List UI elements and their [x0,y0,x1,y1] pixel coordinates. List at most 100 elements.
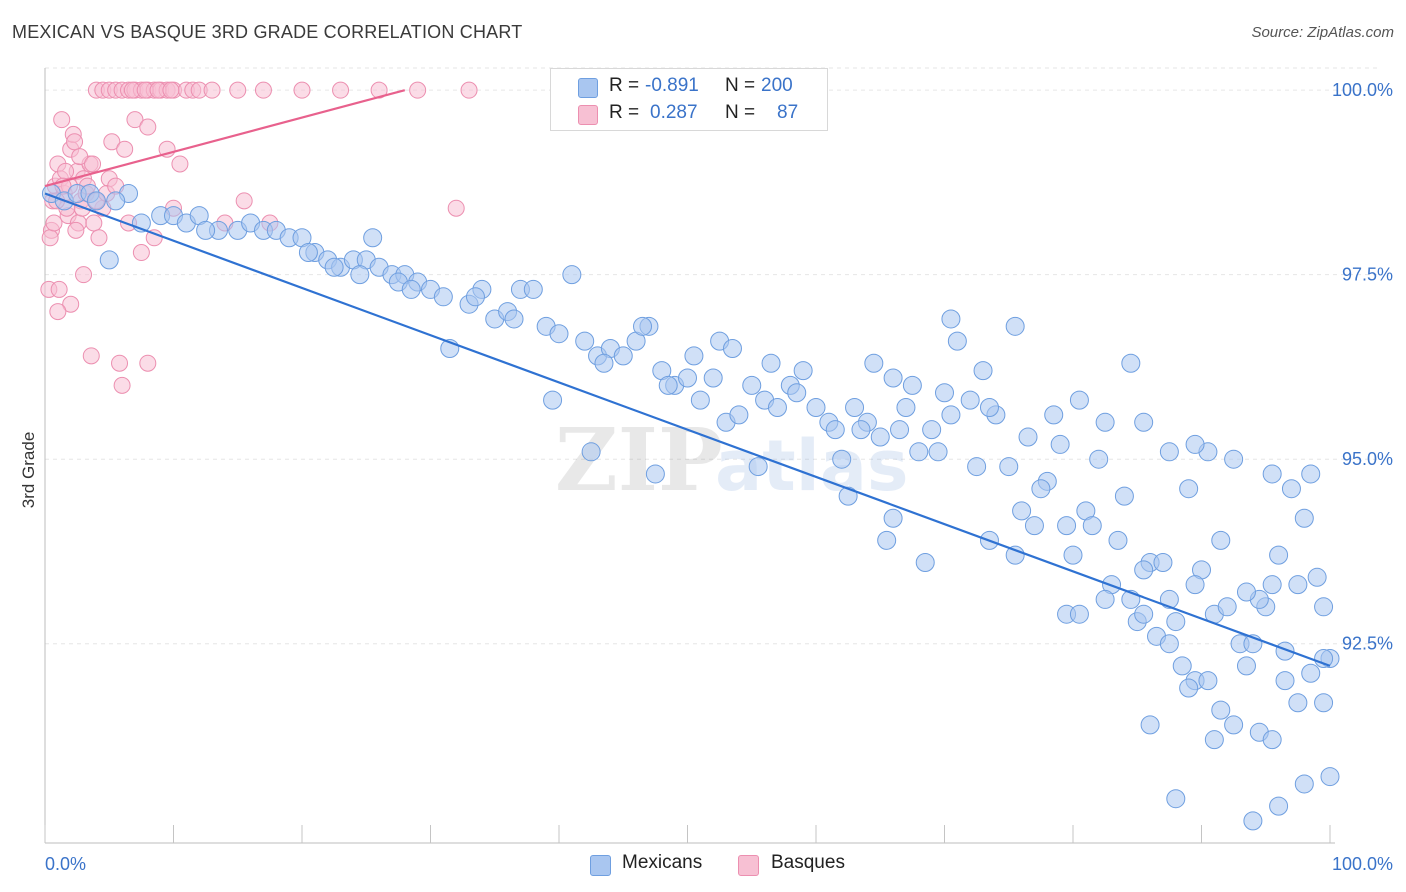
mexicans-point [549,324,569,344]
mexicans-point [298,243,318,263]
mexicans-point [1159,634,1179,654]
legend-r-label: R = [609,75,640,96]
mexicans-point [106,191,126,211]
y-tick-label: 97.5% [1342,265,1393,285]
mexicans-point [870,427,890,447]
mexicans-points [41,183,1340,831]
mexicans-point [645,464,665,484]
mexicans-point [722,338,742,358]
mexicans-point [1288,575,1308,595]
mexicans-point [1185,575,1205,595]
tick-labels: 92.5% 95.0% 97.5% 100.0% 0.0% 100.0% [45,80,1393,874]
x-tick-label: 0.0% [45,854,86,874]
mexicans-point [1140,715,1160,735]
basques-point [254,81,272,99]
mexicans-point [767,398,787,418]
mexicans-trend-line [44,192,1331,667]
y-tick-label: 100.0% [1332,80,1393,100]
mexicans-point [960,390,980,410]
mexicans-point [793,361,813,381]
basques-point [132,244,150,262]
basques-point [293,81,311,99]
mexicans-point [1179,678,1199,698]
mexicans-point [581,442,601,462]
mexicans-point [928,442,948,462]
mexicans-point [1224,715,1244,735]
mexicans-point [1294,774,1314,794]
mexicans-point [1005,316,1025,336]
x-tick-label: 100.0% [1332,854,1393,874]
mexicans-point [1320,767,1340,787]
basques-point [62,295,80,313]
mexicans-point [1211,700,1231,720]
mexicans-point [1159,442,1179,462]
mexicans-point [1018,427,1038,447]
mexicans-point [877,530,897,550]
mexicans-point [1159,589,1179,609]
legend-n-label: N = [725,75,756,96]
basques-points [40,81,478,394]
mexicans-point [1050,434,1070,454]
mexicans-point [1217,597,1237,617]
mexicans-point [99,250,119,270]
watermark-zip: ZIP [555,410,723,511]
legend-r-value-mexicans: -0.891 [645,75,699,96]
mexicans-point [761,353,781,373]
legend-swatch-mexicans [578,78,598,98]
legend-n-value-basques: 87 [777,102,799,123]
mexicans-point [979,398,999,418]
mexicans-point [1044,405,1064,425]
mexicans-point [633,316,653,336]
mexicans-point [806,398,826,418]
mexicans-point [1281,479,1301,499]
legend-label-basques: Basques [771,852,845,873]
mexicans-point [86,191,106,211]
basques-point [162,81,180,99]
mexicans-point [832,449,852,469]
mexicans-point [902,375,922,395]
mexicans-point [575,331,595,351]
basques-point [126,111,144,129]
mexicans-point [196,220,216,240]
mexicans-point [1172,656,1192,676]
mexicans-point [1134,604,1154,624]
mexicans-point [1204,730,1224,750]
basques-point [171,155,189,173]
mexicans-point [1012,501,1032,521]
mexicans-point [1301,464,1321,484]
mexicans-point [1185,434,1205,454]
mexicans-point [324,257,344,277]
mexicans-point [1314,693,1334,713]
mexicans-point [1236,582,1256,602]
mexicans-point [967,457,987,477]
legend-r-value-basques: 0.287 [650,102,698,123]
source-label: Source: ZipAtlas.com [1251,24,1394,41]
legend-row-mexicans: R = -0.891 N = 200 [551,73,827,101]
legend-swatch-mexicans [590,855,611,876]
chart-title: MEXICAN VS BASQUE 3RD GRADE CORRELATION … [12,22,523,42]
legend-row-basques: R = 0.287 N = 87 [551,100,827,128]
basques-point [49,303,67,321]
mexicans-point [1288,693,1308,713]
mexicans-point [1166,612,1186,632]
mexicans-point [1211,530,1231,550]
mexicans-point [1095,589,1115,609]
mexicans-point [523,279,543,299]
basques-point [50,280,68,298]
mexicans-point [1166,789,1186,809]
mexicans-point [845,398,865,418]
basques-point [409,81,427,99]
mexicans-point [864,353,884,373]
mexicans-point [684,346,704,366]
legend-swatch-basques [738,855,759,876]
mexicans-point [1262,730,1282,750]
mexicans-point [1095,412,1115,432]
mexicans-point [941,405,961,425]
mexicans-point [465,287,485,307]
mexicans-point [1243,811,1263,831]
mexicans-point [941,309,961,329]
basques-point [71,148,89,166]
mexicans-point [825,420,845,440]
mexicans-point [690,390,710,410]
